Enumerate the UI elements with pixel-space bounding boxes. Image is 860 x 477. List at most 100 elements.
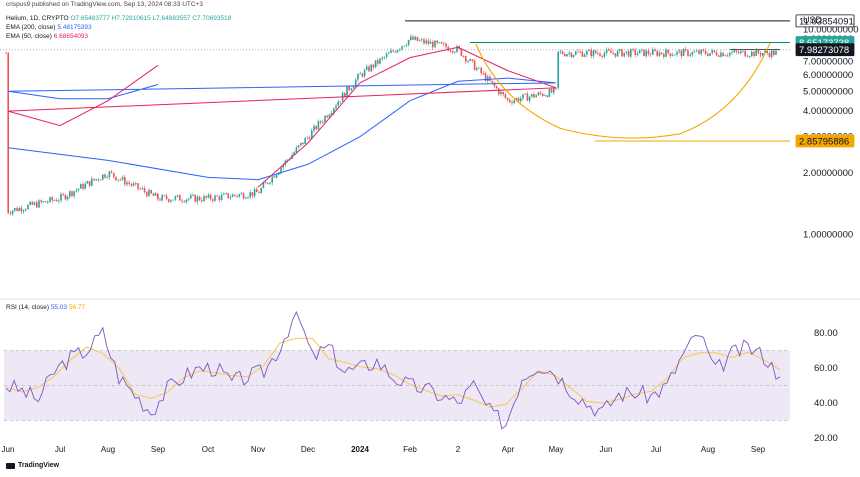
candle-body <box>104 174 106 178</box>
candle-body <box>333 108 335 113</box>
candle-body <box>209 194 212 200</box>
rsi-line <box>5 310 781 430</box>
candle-body <box>306 137 309 139</box>
tradingview-logo-icon <box>6 462 15 469</box>
candle-body <box>390 50 392 53</box>
candle-body <box>55 200 58 202</box>
ema50-legend: EMA (50, close) 6.68654093 <box>6 33 88 41</box>
candle-body <box>267 182 269 184</box>
candle-body <box>152 193 155 196</box>
candle-body <box>691 51 694 55</box>
candle-body <box>73 191 75 196</box>
rsi-axis-tick-label: 40.00 <box>814 398 838 409</box>
candle-body <box>260 187 262 194</box>
candle-body <box>346 86 348 98</box>
candle-body <box>328 114 331 118</box>
candle-body <box>196 196 199 202</box>
candle-body <box>746 56 749 58</box>
candle-body <box>713 50 716 53</box>
candle-body <box>179 195 181 201</box>
candle-body <box>522 94 524 99</box>
candle-body <box>69 191 71 197</box>
candle-body <box>414 36 416 40</box>
candle-body <box>44 201 47 203</box>
candle-body <box>370 64 372 72</box>
cup-pattern-curve <box>475 42 771 139</box>
candle-body <box>401 46 403 50</box>
candle-body <box>652 49 654 55</box>
rsi-axis-tick-label: 60.00 <box>814 363 838 374</box>
candle-body <box>304 138 306 145</box>
candle-body <box>275 174 278 178</box>
price-axis-tick-label: 2.00000000 <box>803 168 853 179</box>
candle-body <box>601 55 603 57</box>
candle-body <box>735 50 738 52</box>
candle-body <box>478 67 480 69</box>
candle-body <box>308 137 311 139</box>
candle-body <box>612 52 614 54</box>
price-level-tag-label: 11.03854091 <box>799 16 854 27</box>
candle-body <box>110 171 113 173</box>
ohlc-values: O7.65483777 H7.72810615 L7.64883557 C7.7… <box>70 15 232 22</box>
candle-body <box>667 49 669 54</box>
candle-body <box>447 47 449 51</box>
candle-body <box>427 40 430 44</box>
candle-body <box>293 152 295 155</box>
candle-body <box>350 88 353 91</box>
candle-body <box>165 195 168 199</box>
rsi-ma-value: 56.77 <box>68 304 86 311</box>
candle-body <box>764 50 766 54</box>
candle-body <box>755 49 757 56</box>
ema50-label: EMA (50, close) <box>6 33 52 40</box>
candle-body <box>385 53 388 58</box>
candle-body <box>423 39 425 44</box>
candle-body <box>443 43 445 45</box>
candle-body <box>102 174 104 180</box>
candle-body <box>498 88 500 95</box>
candle-body <box>467 60 469 62</box>
candle-body <box>740 51 742 54</box>
symbol-line: Helium, 1D, CRYPTO O7.65483777 H7.728106… <box>6 15 231 23</box>
candle-body <box>658 52 661 56</box>
candle-body <box>108 171 111 178</box>
x-axis-tick-label: Dec <box>301 445 315 454</box>
candle-body <box>77 188 80 190</box>
price-axis-tick-label: 5.00000000 <box>803 86 853 97</box>
candle-body <box>9 213 12 214</box>
candle-body <box>625 51 628 53</box>
candle-body <box>377 60 379 64</box>
candle-body <box>762 53 764 56</box>
candle-body <box>231 194 234 197</box>
candle-body <box>25 209 27 211</box>
candle-body <box>302 142 304 145</box>
candle-body <box>135 183 137 184</box>
x-axis-tick-label: Feb <box>403 445 417 454</box>
candle-body <box>91 178 93 186</box>
candle-body <box>99 179 102 181</box>
candle-body <box>113 172 115 177</box>
candle-body <box>649 54 652 55</box>
rsi-axis-tick-label: 20.00 <box>814 433 838 444</box>
candle-body <box>154 193 157 196</box>
candle-body <box>172 199 174 201</box>
candle-body <box>720 52 722 57</box>
x-axis-tick-label: Oct <box>202 445 215 454</box>
candle-body <box>504 94 507 98</box>
candle-body <box>75 189 78 192</box>
candle-body <box>465 56 467 62</box>
candle-body <box>425 40 427 44</box>
x-axis-tick-label: Sep <box>151 445 166 454</box>
candle-body <box>487 76 489 82</box>
candle-body <box>383 57 386 58</box>
candle-body <box>775 50 777 55</box>
candle-body <box>542 93 544 97</box>
rsi-legend: RSI (14, close) 55.03 56.77 <box>6 304 85 312</box>
candle-body <box>621 49 623 57</box>
candle-body <box>627 51 630 57</box>
candle-body <box>432 41 434 48</box>
candle-body <box>5 52 7 54</box>
candle-body <box>557 51 559 89</box>
candle-body <box>14 208 16 211</box>
candle-body <box>273 176 276 178</box>
candle-body <box>282 164 284 168</box>
